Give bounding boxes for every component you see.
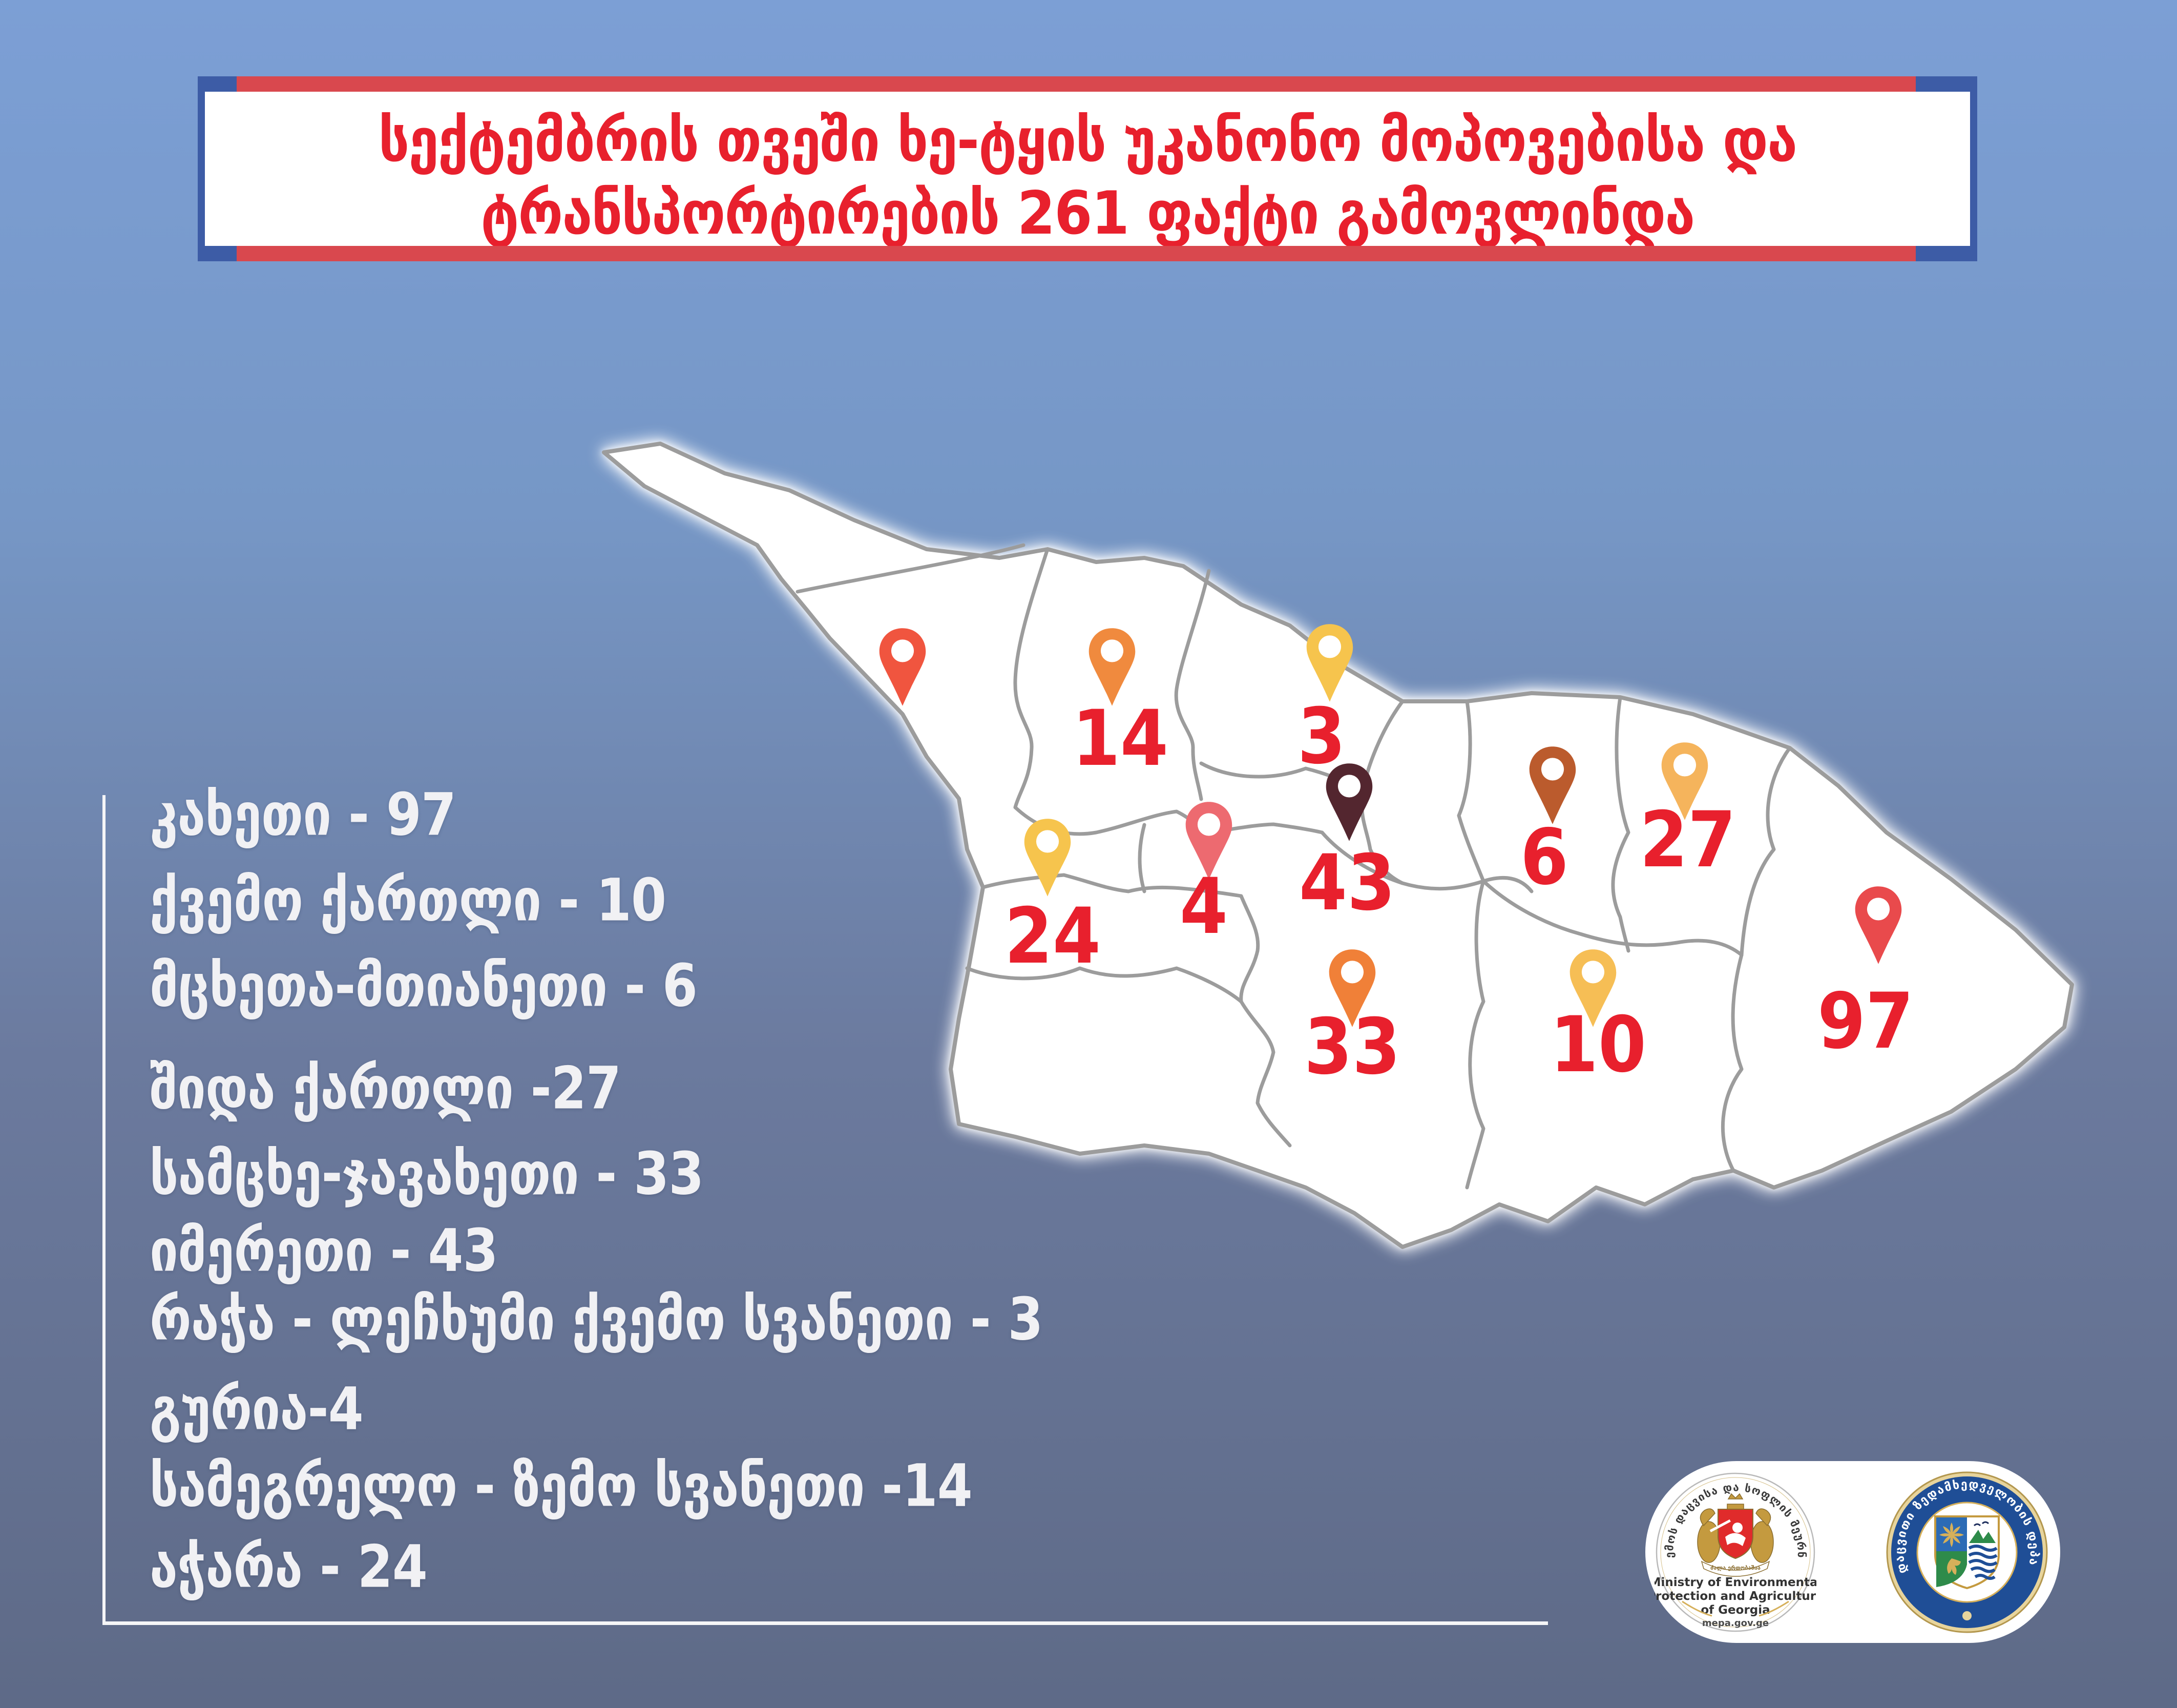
supervision-department-logo: გარემოსდაცვითი ზედამხედველობის დეპარტამე… [1886, 1471, 2048, 1633]
title-top-stripe [198, 76, 1977, 92]
list-item: რაჭა - ლეჩხუმი ქვემო სვანეთი - 3 [150, 1285, 1043, 1353]
list-item: კახეთი - 97 [150, 780, 456, 849]
pin-icon [1326, 763, 1373, 841]
legend-left-rule [102, 795, 106, 1623]
pin-count-label: 27 [1640, 796, 1736, 885]
stripe-red-bar [237, 246, 1916, 261]
stripe-red-bar [237, 76, 1916, 92]
pin-count-label: 10 [1550, 1001, 1646, 1090]
map-pin [1325, 947, 1379, 1029]
pin-icon [1088, 628, 1136, 706]
list-item: სამეგრელო - ზემო სვანეთი -14 [150, 1451, 973, 1520]
pin-count-label: 14 [1072, 694, 1168, 783]
ministry-en-line3: of Georgia [1701, 1603, 1770, 1617]
ministry-logo: საქართველოს გარემოს დაცვისა და სოფლის მე… [1655, 1472, 1816, 1632]
pin-count-label: 4 [1180, 862, 1228, 951]
map-pin [1303, 622, 1357, 704]
ministry-en-line2: Protection and Agriculture [1655, 1590, 1816, 1603]
pin-count-label: 24 [1004, 892, 1101, 981]
map-pin [1566, 947, 1620, 1029]
pin-icon [1855, 886, 1902, 964]
stripe-blue-cap-left [198, 246, 237, 261]
list-item: აჭარა - 24 [150, 1532, 428, 1601]
title-bottom-stripe [198, 246, 1977, 261]
pin-icon [1306, 624, 1353, 702]
title-box: სექტემბრის თვეში ხე-ტყის უკანონო მოპოვებ… [198, 76, 1977, 261]
list-item: გურია-4 [150, 1374, 364, 1443]
pin-count-label: 43 [1299, 839, 1395, 928]
department-shield-icon [1934, 1515, 2000, 1589]
list-item: ქვემო ქართლი - 10 [150, 866, 666, 934]
map-pin [1020, 817, 1075, 899]
stripe-blue-cap-right [1916, 246, 1977, 261]
pin-icon [1024, 819, 1071, 897]
title-line-1: სექტემბრის თვეში ხე-ტყის უკანონო მოპოვებ… [378, 106, 1797, 175]
legend-bottom-rule [102, 1621, 1548, 1625]
pin-count-label: 6 [1520, 813, 1568, 902]
pin-icon [1569, 949, 1617, 1027]
map-pin [1525, 744, 1580, 826]
map-pin [875, 626, 930, 708]
coat-ribbon-text: ძალა ერთობაშია [1710, 1565, 1761, 1571]
list-item: სამცხე-ჯავახეთი - 33 [150, 1139, 704, 1208]
map-pin [1658, 740, 1712, 822]
region-borders [796, 543, 1792, 1190]
pin-count-label: 97 [1817, 977, 1914, 1066]
map-pin [1851, 884, 1906, 966]
title-line-2: ტრანსპორტირების 261 ფაქტი გამოვლინდა [480, 179, 1695, 248]
pin-icon [1329, 949, 1376, 1027]
list-item: იმერეთი - 43 [150, 1216, 498, 1285]
pin-icon [1661, 742, 1708, 820]
list-item: მცხეთა-მთიანეთი - 6 [150, 951, 698, 1020]
map-pin [1085, 626, 1139, 708]
stripe-blue-cap-right [1916, 76, 1977, 92]
logo-panel: საქართველოს გარემოს დაცვისა და სოფლის მე… [1645, 1461, 2060, 1643]
ministry-en-line1: Ministry of Environmental [1655, 1576, 1816, 1589]
georgia-coat-of-arms-icon: ძალა ერთობაშია [1697, 1493, 1774, 1577]
pin-icon [1529, 746, 1576, 824]
pin-count-label: 3 [1297, 692, 1346, 781]
ministry-url: mepa.gov.ge [1702, 1618, 1769, 1629]
stripe-blue-cap-left [198, 76, 237, 92]
map-pin [1182, 800, 1236, 882]
pin-count-label: 33 [1304, 1003, 1400, 1092]
map-pin [1322, 761, 1376, 843]
pin-icon [879, 628, 926, 706]
list-item: შიდა ქართლი -27 [150, 1054, 621, 1122]
pin-icon [1185, 802, 1232, 880]
